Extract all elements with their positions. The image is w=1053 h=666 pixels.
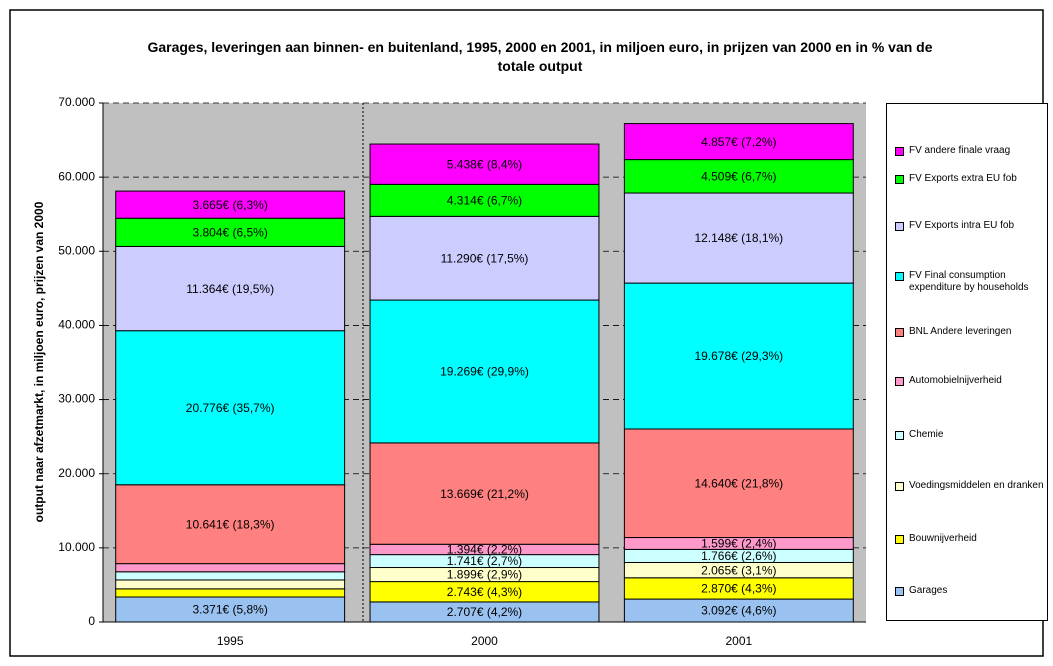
data-label: 13.669€ (21,2%) bbox=[440, 487, 529, 501]
data-label: 2.870€ (4,3%) bbox=[701, 582, 776, 596]
bar-segment bbox=[623, 192, 854, 284]
legend-entry: Bouwnijverheid bbox=[895, 533, 1053, 545]
data-label: 11.290€ (17,5%) bbox=[441, 251, 529, 265]
bar-segment bbox=[115, 190, 346, 219]
data-label: 1.741€ (2,7%) bbox=[447, 554, 522, 568]
legend-entry: FV Exports intra EU fob bbox=[895, 220, 1053, 232]
bar-segment bbox=[115, 579, 346, 590]
x-tick-label: 1995 bbox=[217, 634, 244, 648]
bar-segment bbox=[369, 143, 600, 185]
data-label: 3.371€ (5,8%) bbox=[192, 603, 267, 617]
legend-label: FV Final consumption expenditure by hous… bbox=[909, 270, 1029, 293]
data-label: 1.766€ (2,6%) bbox=[701, 549, 776, 563]
bar-segment bbox=[115, 588, 346, 598]
legend-swatch bbox=[895, 535, 904, 544]
legend-swatch bbox=[895, 431, 904, 440]
y-tick-label: 50.000 bbox=[58, 243, 95, 257]
legend-entry: FV Exports extra EU fob bbox=[895, 173, 1053, 185]
chart-title: Garages, leveringen aan binnen- en buite… bbox=[147, 39, 933, 74]
legend-swatch bbox=[895, 222, 904, 231]
data-label: 2.707€ (4,2%) bbox=[447, 605, 522, 619]
legend-entry: BNL Andere leveringen bbox=[895, 326, 1053, 338]
data-label: 3.092€ (4,6%) bbox=[701, 604, 776, 618]
legend-swatch bbox=[895, 272, 904, 281]
legend-label: FV Exports intra EU fob bbox=[909, 220, 1015, 231]
data-label: 12.148€ (18,1%) bbox=[694, 231, 783, 245]
legend-label: Bouwnijverheid bbox=[909, 533, 977, 544]
data-label: 1.899€ (2,9%) bbox=[447, 568, 522, 582]
legend-label: FV Exports extra EU fob bbox=[909, 173, 1017, 184]
data-label: 20.776€ (35,7%) bbox=[186, 401, 275, 415]
bar-segment bbox=[623, 428, 854, 539]
y-axis-label: output naar afzetmarkt, in miljoen euro,… bbox=[32, 201, 46, 522]
y-tick-label: 60.000 bbox=[58, 169, 95, 183]
legend-label: Garages bbox=[909, 585, 948, 596]
bar-segment bbox=[115, 330, 346, 486]
data-label: 11.364€ (19,5%) bbox=[186, 282, 274, 296]
bar-segment bbox=[115, 217, 346, 247]
data-label: 3.665€ (6,3%) bbox=[192, 198, 267, 212]
bar-segment bbox=[623, 159, 854, 194]
legend-entry: FV Final consumption expenditure by hous… bbox=[895, 270, 1053, 294]
x-tick-label: 2000 bbox=[471, 634, 498, 648]
legend-swatch bbox=[895, 328, 904, 337]
legend-entry: Automobielnijverheid bbox=[895, 375, 1053, 387]
data-label: 4.509€ (6,7%) bbox=[701, 169, 776, 183]
legend-entry: Chemie bbox=[895, 429, 1053, 441]
bar-segment bbox=[115, 484, 346, 565]
legend-label: Automobielnijverheid bbox=[909, 375, 1002, 386]
data-label: 19.678€ (29,3%) bbox=[694, 349, 783, 363]
legend-label: FV andere finale vraag bbox=[909, 145, 1011, 156]
legend-entry: FV andere finale vraag bbox=[895, 145, 1053, 157]
y-tick-label: 70.000 bbox=[58, 95, 95, 109]
bar-segment bbox=[115, 571, 346, 581]
bar-segment bbox=[115, 563, 346, 573]
legend-swatch bbox=[895, 147, 904, 156]
y-tick-label: 30.000 bbox=[58, 392, 95, 406]
bar-segment bbox=[623, 282, 854, 430]
legend-swatch bbox=[895, 482, 904, 491]
legend-swatch bbox=[895, 587, 904, 596]
data-label: 19.269€ (29,9%) bbox=[440, 365, 529, 379]
bar-segment bbox=[369, 442, 600, 545]
bar-segment bbox=[115, 245, 346, 332]
legend-label: BNL Andere leveringen bbox=[909, 326, 1012, 337]
data-label: 14.640€ (21,8%) bbox=[694, 476, 783, 490]
data-label: 2.743€ (4,3%) bbox=[447, 585, 522, 599]
legend: FV andere finale vraag FV Exports extra E… bbox=[886, 103, 1048, 621]
data-label: 4.857€ (7,2%) bbox=[701, 135, 776, 149]
plot: 3.371€ (5,8%) 10.641€ (18,3%) 20.776€ (35,… bbox=[103, 102, 866, 623]
x-tick-label: 2001 bbox=[725, 634, 752, 648]
y-tick-label: 40.000 bbox=[58, 318, 95, 332]
legend-label: Voedingsmiddelen en dranken bbox=[909, 480, 1044, 491]
legend-entry: Voedingsmiddelen en dranken bbox=[895, 480, 1053, 492]
data-label: 5.438€ (8,4%) bbox=[447, 157, 522, 171]
bar-segment bbox=[623, 123, 854, 161]
bar-segment bbox=[369, 215, 600, 301]
legend-swatch bbox=[895, 377, 904, 386]
y-tick-label: 10.000 bbox=[58, 540, 95, 554]
data-label: 4.314€ (6,7%) bbox=[447, 194, 522, 208]
bar-segment bbox=[369, 183, 600, 217]
legend-swatch bbox=[895, 175, 904, 184]
data-label: 1.394€ (2,2%) bbox=[447, 543, 522, 557]
y-tick-label: 20.000 bbox=[58, 466, 95, 480]
bar-segment bbox=[369, 299, 600, 444]
data-label: 1.599€ (2,4%) bbox=[701, 537, 776, 551]
data-label: 2.065€ (3,1%) bbox=[701, 563, 776, 577]
data-label: 10.641€ (18,3%) bbox=[186, 517, 275, 531]
data-label: 3.804€ (6,5%) bbox=[192, 226, 267, 240]
y-tick-label: 0 bbox=[88, 614, 95, 628]
legend-label: Chemie bbox=[909, 429, 944, 440]
legend-entry: Garages bbox=[895, 585, 1053, 597]
